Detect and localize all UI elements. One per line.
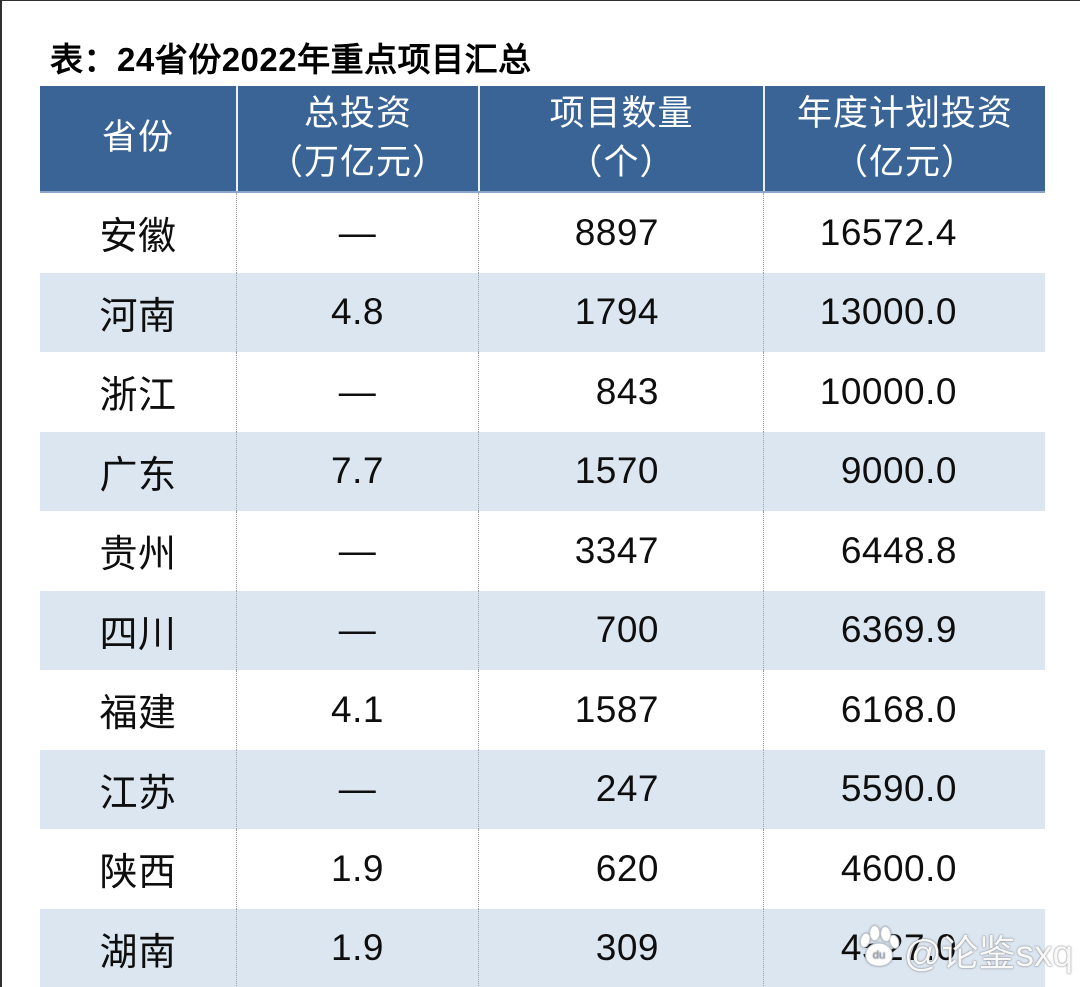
cell-project-count: 309: [478, 908, 763, 987]
col-header-line: 年度计划投资: [796, 94, 1013, 134]
cell-province: 湖南: [99, 931, 177, 974]
cell-annual-investment: 5590.0: [763, 749, 1045, 829]
watermark: du @论鉴sxq: [857, 923, 1073, 977]
cell-province: 贵州: [99, 534, 177, 577]
col-header-line: 项目数量: [549, 94, 694, 134]
cell-total-investment: 1.9: [236, 908, 478, 987]
cell-province: 四川: [99, 613, 177, 656]
cell-project-count: 1570: [478, 431, 763, 511]
table-row: 贵州 — 3347 6448.8: [40, 511, 1045, 591]
cell-total-investment: 4.8: [236, 272, 478, 352]
cell-total-investment: 4.1: [236, 670, 478, 750]
cell-annual-investment: 10000.0: [763, 352, 1045, 432]
cell-annual-investment: 6448.8: [763, 511, 1045, 591]
cell-annual-investment: 4527.0: [763, 908, 1045, 987]
cell-project-count: 247: [478, 749, 763, 829]
cell-total-investment: —: [236, 352, 478, 432]
baidu-paw-icon: du: [857, 924, 901, 976]
cell-province: 安徽: [99, 216, 177, 259]
table-title: 表：24省份2022年重点项目汇总: [50, 41, 532, 78]
cell-project-count: 1587: [478, 670, 763, 750]
cell-province: 陕西: [99, 852, 177, 895]
cell-project-count: 620: [478, 829, 763, 909]
col-header-annual-investment: 年度计划投资 （亿元）: [763, 86, 1045, 191]
col-header-total-investment: 总投资 （万亿元）: [236, 86, 478, 191]
paw-du-label: du: [873, 949, 886, 961]
cell-project-count: 3347: [478, 511, 763, 591]
table-row: 四川 — 700 6369.9: [40, 590, 1045, 670]
table-row: 江苏 — 247 5590.0: [40, 749, 1045, 829]
cell-total-investment: —: [236, 193, 478, 273]
table-header-row: 省份 总投资 （万亿元） 项目数量 （个） 年度计划投资 （亿元）: [40, 86, 1045, 193]
col-header-line: （亿元）: [832, 142, 977, 182]
table-row: 福建 4.1 1587 6168.0: [40, 670, 1045, 750]
cell-total-investment: 1.9: [236, 829, 478, 909]
cell-total-investment: —: [236, 590, 478, 670]
table-row: 陕西 1.9 620 4600.0: [40, 829, 1045, 909]
cell-province: 广东: [99, 454, 177, 497]
cell-total-investment: 7.7: [236, 431, 478, 511]
cell-total-investment: —: [236, 749, 478, 829]
col-header-line: 省份: [101, 118, 174, 158]
projects-table: 省份 总投资 （万亿元） 项目数量 （个） 年度计划投资 （亿元） 安徽 — 8…: [40, 86, 1045, 987]
cell-annual-investment: 6369.9: [763, 590, 1045, 670]
cell-province: 福建: [99, 693, 177, 736]
cell-province: 河南: [99, 295, 177, 338]
table-row: 广东 7.7 1570 9000.0: [40, 431, 1045, 511]
watermark-text: @论鉴sxq: [904, 933, 1074, 974]
cell-annual-investment: 4600.0: [763, 829, 1045, 909]
cell-annual-investment: 9000.0: [763, 431, 1045, 511]
cell-project-count: 1794: [478, 272, 763, 352]
table-row: 安徽 — 8897 16572.4: [40, 193, 1045, 273]
table-row: 河南 4.8 1794 13000.0: [40, 272, 1045, 352]
table-row: 浙江 — 843 10000.0: [40, 352, 1045, 432]
cell-total-investment: —: [236, 511, 478, 591]
col-header-line: 总投资: [303, 94, 412, 134]
cell-province: 江苏: [99, 772, 177, 815]
cell-annual-investment: 6168.0: [763, 670, 1045, 750]
col-header-line: （个）: [567, 142, 676, 182]
cell-project-count: 700: [478, 590, 763, 670]
cell-province: 浙江: [99, 375, 177, 418]
col-header-province: 省份: [40, 86, 236, 191]
col-header-project-count: 项目数量 （个）: [478, 86, 763, 191]
cell-project-count: 843: [478, 352, 763, 432]
cell-annual-investment: 13000.0: [763, 272, 1045, 352]
cell-annual-investment: 16572.4: [763, 193, 1045, 273]
cell-project-count: 8897: [478, 193, 763, 273]
col-header-line: （万亿元）: [267, 142, 448, 182]
